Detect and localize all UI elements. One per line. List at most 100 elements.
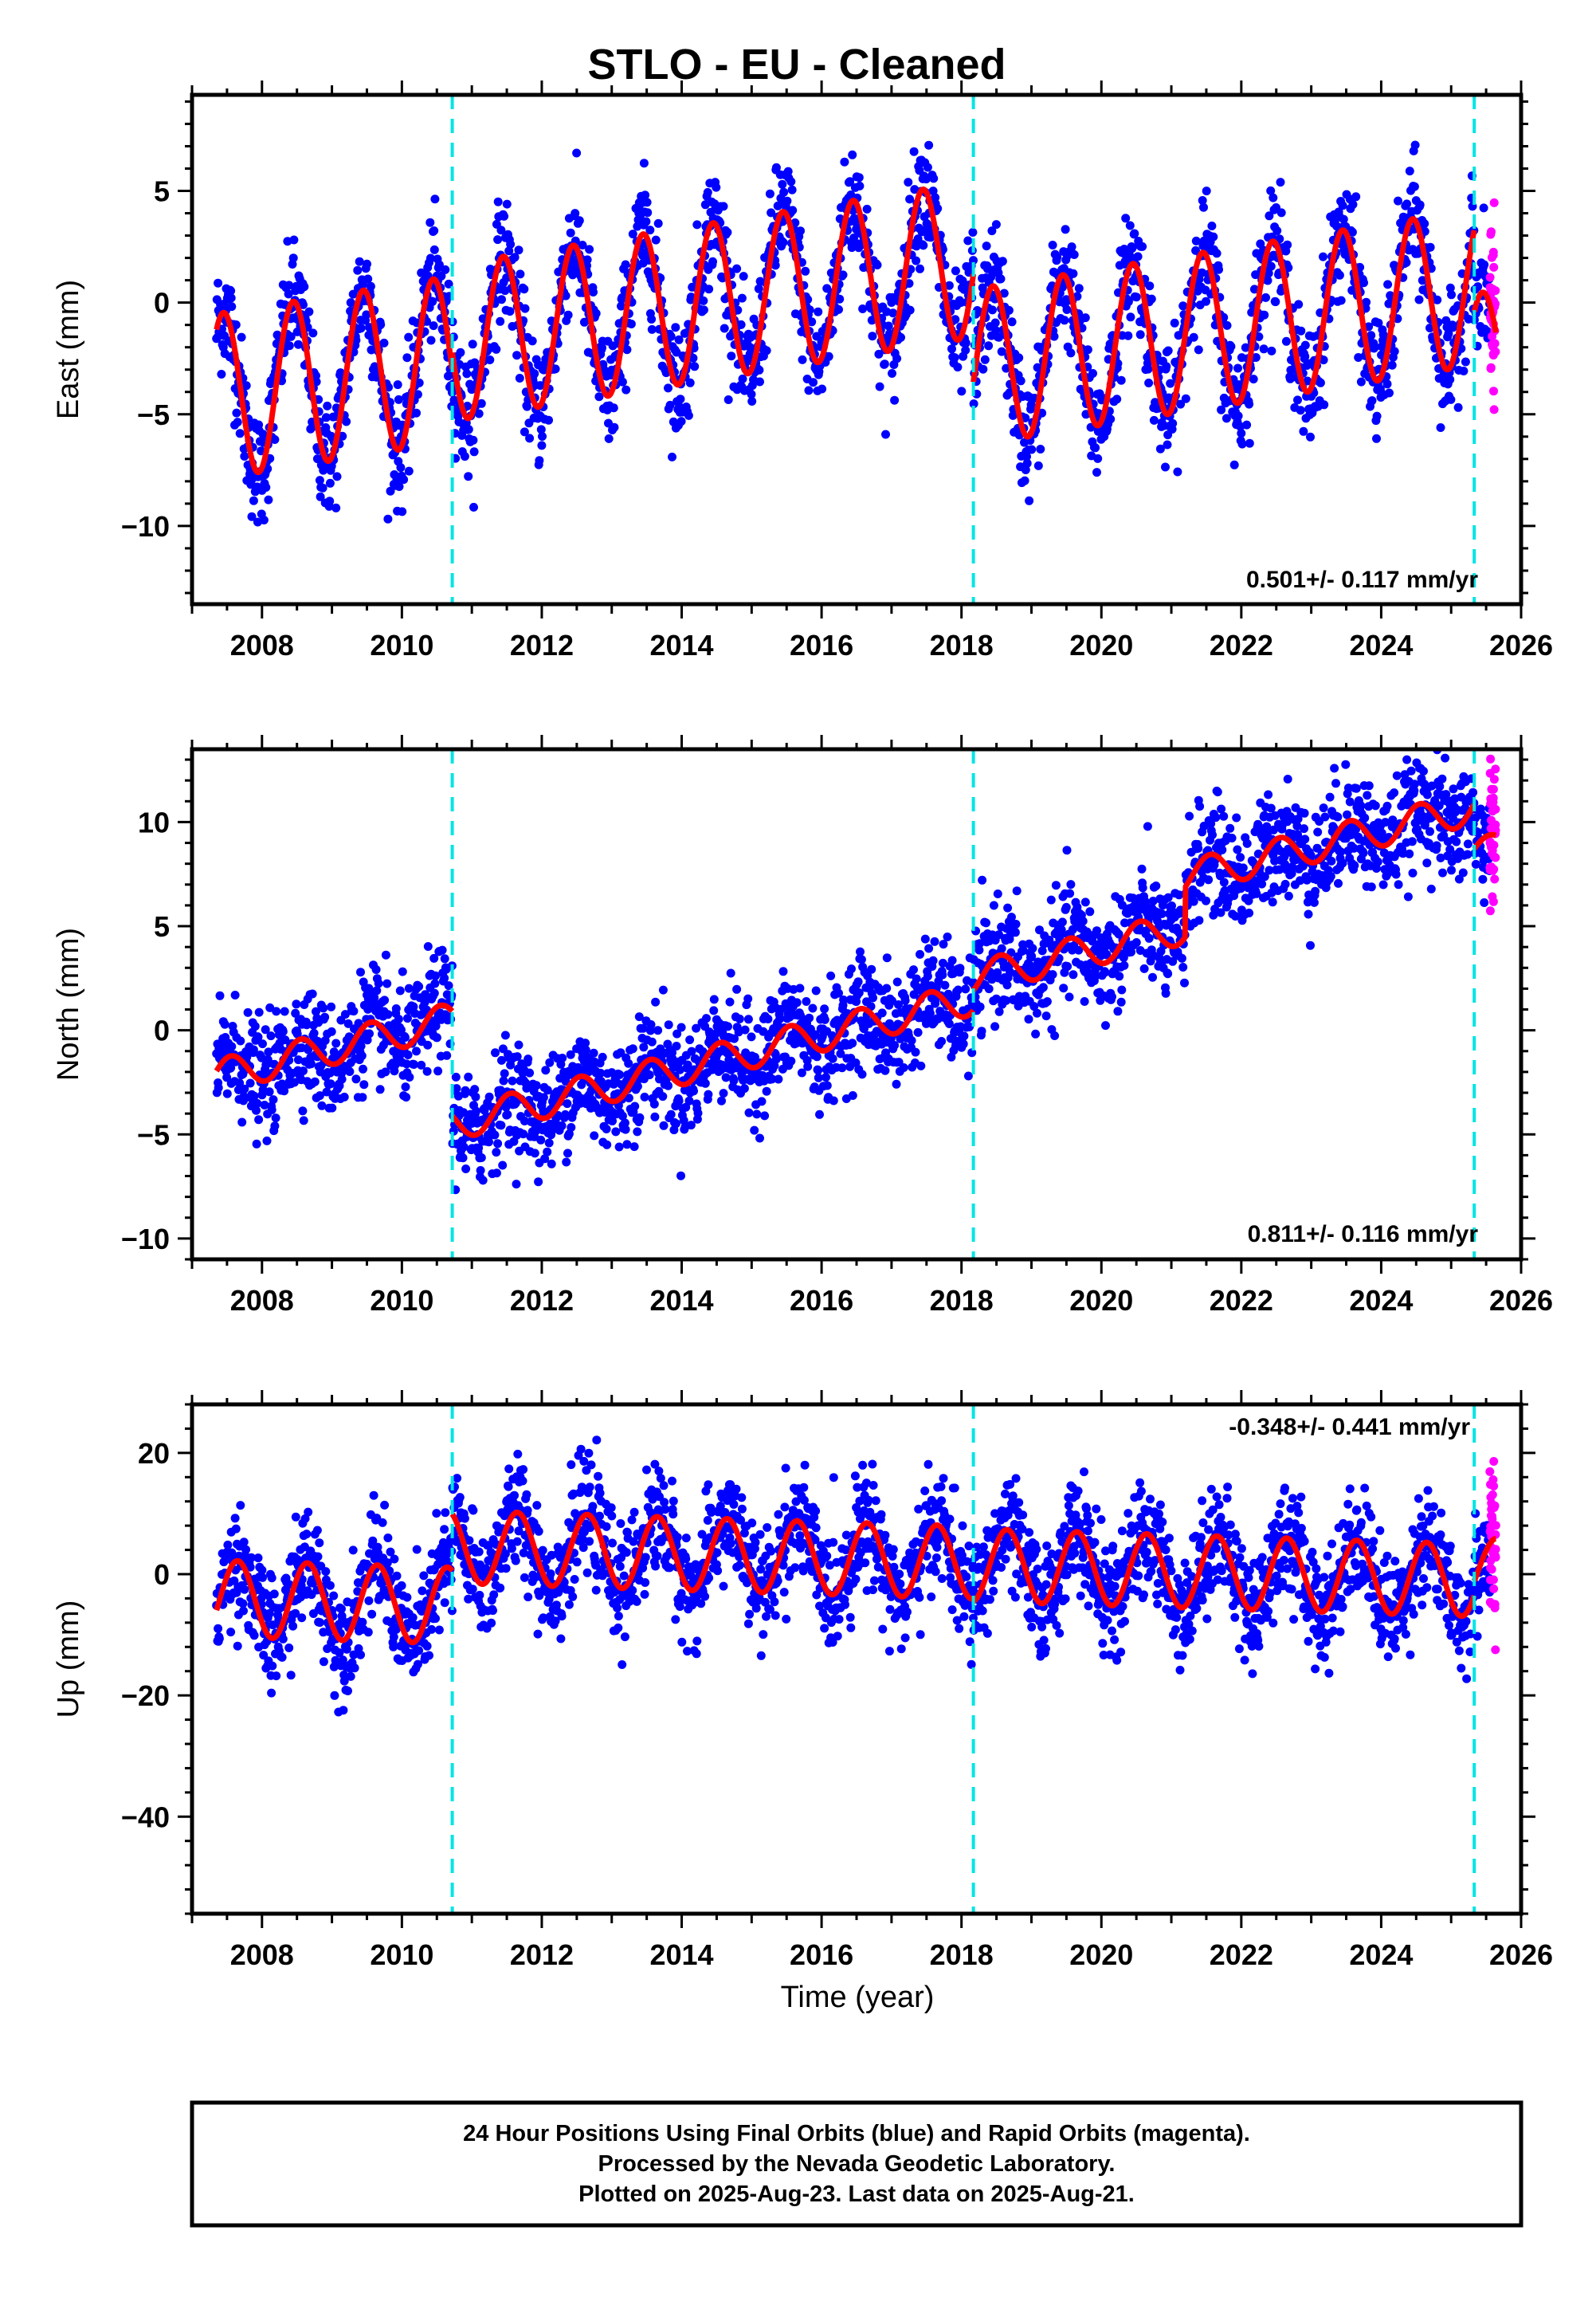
- data-point: [515, 1041, 524, 1050]
- data-point: [472, 1107, 480, 1116]
- data-point: [849, 1091, 857, 1100]
- data-point: [660, 1121, 669, 1130]
- data-point: [1454, 403, 1463, 412]
- data-point: [571, 209, 579, 218]
- data-point: [331, 1039, 340, 1048]
- east-x-tick-label: 2016: [790, 629, 853, 662]
- data-point: [1126, 222, 1135, 230]
- data-point: [535, 456, 543, 465]
- data-point: [349, 1007, 358, 1015]
- east-x-tick-label: 2024: [1349, 629, 1413, 662]
- data-point: [1209, 233, 1218, 242]
- data-point: [786, 177, 795, 186]
- data-point: [430, 980, 439, 988]
- data-point: [374, 979, 383, 988]
- data-point: [325, 497, 334, 505]
- data-point: [469, 436, 477, 445]
- data-point: [926, 1009, 935, 1018]
- data-point: [1042, 1011, 1051, 1020]
- data-point: [1065, 992, 1074, 1001]
- data-point: [538, 432, 547, 441]
- data-point: [755, 1134, 764, 1143]
- data-point: [1081, 313, 1090, 322]
- data-point: [795, 984, 804, 992]
- data-point: [892, 1080, 901, 1089]
- data-point: [948, 956, 957, 965]
- data-point: [429, 321, 438, 330]
- data-point: [496, 317, 504, 326]
- data-point: [270, 1121, 279, 1130]
- data-point: [469, 340, 477, 348]
- data-point: [433, 1033, 441, 1042]
- data-point: [622, 1125, 630, 1134]
- data-point: [598, 1053, 607, 1062]
- data-point: [834, 305, 843, 314]
- data-point: [1214, 265, 1223, 274]
- data-point: [615, 1143, 624, 1152]
- data-point: [665, 1020, 673, 1029]
- data-point: [848, 151, 857, 159]
- data-point: [744, 1015, 753, 1023]
- data-point: [1385, 389, 1394, 398]
- data-point: [884, 322, 893, 331]
- data-point: [739, 375, 747, 383]
- data-point: [280, 1007, 289, 1016]
- data-point: [823, 1082, 832, 1090]
- data-point: [477, 1153, 486, 1162]
- data-point: [668, 453, 676, 461]
- data-point: [659, 986, 668, 995]
- data-point: [1050, 1031, 1059, 1040]
- data-point: [367, 282, 375, 291]
- data-point: [424, 942, 433, 951]
- data-point: [1239, 863, 1248, 872]
- data-point: [959, 1039, 968, 1048]
- data-point: [403, 1014, 412, 1023]
- data-point: [675, 1097, 684, 1105]
- data-point: [438, 946, 447, 955]
- data-point: [821, 1015, 829, 1024]
- data-point: [1138, 865, 1147, 874]
- data-point: [1178, 954, 1186, 963]
- east-y-axis-label: East (mm): [52, 280, 85, 419]
- data-point: [1333, 813, 1342, 822]
- data-point: [1068, 242, 1076, 251]
- data-point: [1069, 970, 1077, 979]
- data-point: [957, 387, 966, 395]
- data-point: [829, 1054, 837, 1063]
- data-point: [964, 1072, 973, 1081]
- data-point: [1416, 201, 1425, 210]
- data-point: [1269, 194, 1277, 202]
- data-point: [982, 918, 990, 927]
- data-point: [1211, 813, 1220, 822]
- data-point: [1014, 353, 1023, 362]
- data-point: [456, 348, 465, 357]
- data-point: [648, 1038, 657, 1047]
- rapid-point: [1490, 405, 1499, 414]
- data-point: [640, 159, 649, 167]
- data-point: [1300, 824, 1308, 833]
- data-point: [755, 378, 764, 387]
- data-point: [308, 990, 317, 999]
- data-point: [700, 305, 708, 314]
- data-point: [1061, 225, 1070, 234]
- data-point: [398, 507, 406, 516]
- data-point: [910, 147, 919, 156]
- data-point: [383, 1010, 392, 1019]
- data-point: [536, 1136, 545, 1145]
- data-point: [1445, 375, 1454, 384]
- data-point: [818, 385, 826, 394]
- data-point: [498, 1161, 507, 1170]
- data-point: [516, 374, 524, 383]
- data-point: [501, 1031, 510, 1039]
- data-point: [710, 995, 719, 1003]
- data-point: [686, 379, 695, 387]
- data-point: [258, 1039, 267, 1048]
- data-point: [673, 1042, 681, 1051]
- data-point: [908, 1036, 916, 1045]
- data-point: [882, 984, 891, 993]
- data-point: [786, 1057, 795, 1066]
- data-point: [506, 307, 515, 316]
- east-x-tick-label: 2022: [1210, 629, 1273, 662]
- data-point: [1126, 312, 1135, 321]
- data-point: [814, 308, 822, 316]
